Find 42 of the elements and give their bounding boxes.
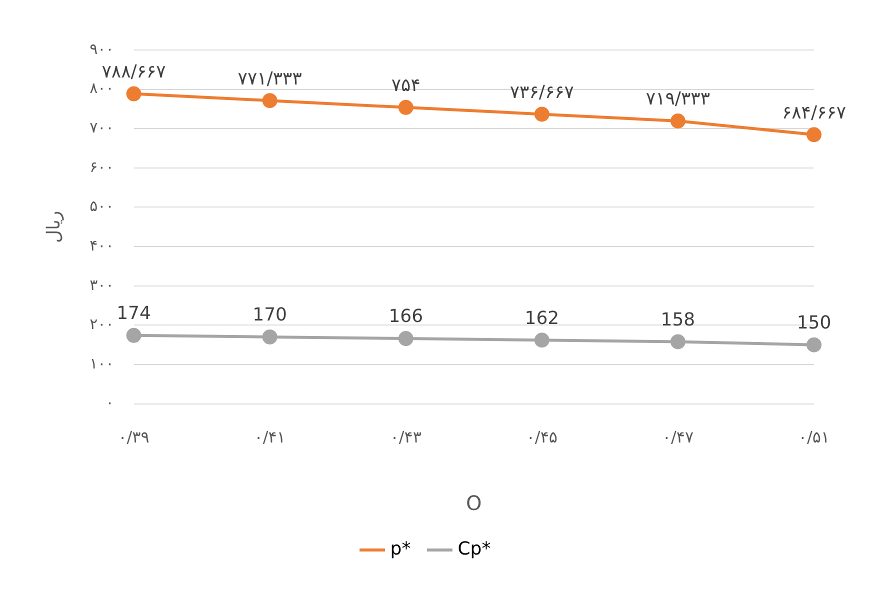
y-tick-label: ۵۰۰ (90, 197, 114, 216)
x-tick-label: ۰/۴۷ (662, 428, 694, 447)
y-axis-title: ریال (43, 210, 64, 244)
point (126, 328, 142, 343)
data-label: 158 (660, 309, 696, 330)
data-label: ۷۳۶/۶۶۷ (510, 82, 574, 103)
data-label: 162 (524, 308, 560, 329)
point (262, 93, 278, 108)
point (398, 331, 414, 346)
point (534, 106, 550, 122)
point (126, 86, 142, 102)
y-tick-label: ۰ (106, 394, 114, 412)
x-tick-label: ۰/۴۵ (526, 428, 558, 447)
y-tick-label: ۹۰۰ (90, 40, 114, 58)
x-tick-label: ۰/۵۱ (798, 428, 830, 447)
point (262, 329, 278, 344)
point (806, 337, 822, 352)
x-tick-label: ۰/۴۳ (390, 428, 422, 447)
point (806, 127, 822, 142)
data-label: 170 (252, 304, 287, 326)
y-tick-label: ۷۰۰ (90, 118, 114, 137)
point (670, 114, 686, 129)
y-tick-label: ۶۰۰ (90, 158, 114, 176)
point (670, 334, 686, 350)
point (398, 100, 414, 115)
data-label: ۷۷۱/۳۳۳ (238, 68, 302, 90)
x-tick-label: ۰/۴۱ (254, 428, 286, 447)
y-tick-label: ۲۰۰ (90, 315, 114, 334)
data-label: ۷۱۹/۳۳۳ (646, 88, 710, 110)
data-label: ۶۸۴/۶۶۷ (782, 102, 846, 124)
x-tick-label: ۰/۳۹ (118, 428, 150, 447)
point (534, 332, 550, 348)
x-axis-title: O (466, 491, 482, 516)
y-tick-label: ۴۰۰ (90, 236, 114, 254)
legend-label: Cp* (458, 538, 491, 560)
y-tick-label: ۳۰۰ (90, 276, 114, 294)
legend-label: p* (390, 538, 411, 560)
data-label: 174 (116, 303, 151, 324)
data-label: 150 (796, 312, 832, 334)
y-tick-label: ۱۰۰ (90, 354, 114, 372)
data-label: ۷۵۴ (391, 75, 420, 96)
data-label: 166 (388, 306, 424, 328)
